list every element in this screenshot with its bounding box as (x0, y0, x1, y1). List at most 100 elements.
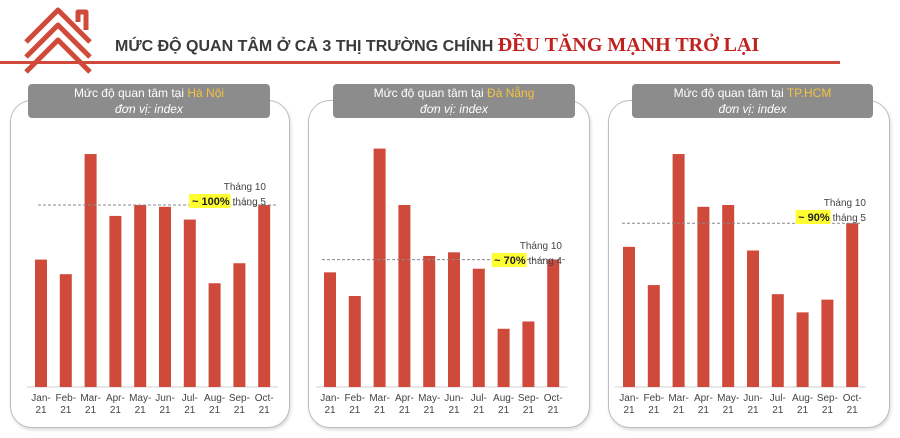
x-tick-label: Feb- (345, 393, 366, 404)
x-tick-label: 21 (259, 405, 271, 416)
x-tick-label: Feb- (644, 393, 665, 404)
x-tick-label: 21 (159, 405, 171, 416)
x-tick-label: 21 (399, 405, 411, 416)
bar-may-21 (134, 205, 147, 387)
x-tick-label: 21 (797, 405, 809, 416)
x-tick-label: 21 (747, 405, 759, 416)
x-tick-label: 21 (847, 405, 859, 416)
unit-label: đơn vị: index (115, 102, 183, 116)
bar-jul-21 (183, 219, 196, 387)
panel-header-danang: Mức độ quan tâm tại Đà Nẵng đơn vị: inde… (333, 84, 575, 118)
bar-oct-21 (258, 205, 271, 387)
bar-feb-21 (647, 285, 660, 387)
bar-aug-21 (796, 312, 809, 387)
title-highlight: ĐỀU TĂNG MẠNH TRỞ LẠI (497, 34, 760, 56)
annotation-highlight: ~ 90% (798, 212, 830, 224)
x-tick-label: 21 (184, 405, 196, 416)
x-tick-label: Mar- (80, 393, 101, 404)
bar-may-21 (722, 205, 735, 387)
annotation-suffix: tháng 4 (529, 256, 563, 267)
x-tick-label: 21 (822, 405, 834, 416)
x-tick-label: Aug- (204, 393, 225, 404)
x-tick-label: 21 (209, 405, 221, 416)
bar-aug-21 (497, 328, 510, 387)
x-tick-label: Mar- (668, 393, 689, 404)
bar-oct-21 (547, 259, 560, 387)
x-tick-label: 21 (35, 405, 47, 416)
x-tick-label: Oct- (843, 393, 862, 404)
x-tick-label: Apr- (694, 393, 713, 404)
x-tick-label: 21 (234, 405, 246, 416)
x-tick-label: Jun- (155, 393, 174, 404)
x-tick-label: 21 (110, 405, 122, 416)
x-tick-label: Oct- (544, 393, 563, 404)
x-tick-label: Apr- (106, 393, 125, 404)
x-tick-label: 21 (673, 405, 685, 416)
house-chevron-logo-icon (24, 7, 92, 74)
bar-jun-21 (747, 250, 759, 387)
bar-jun-21 (159, 206, 171, 387)
x-tick-label: 21 (85, 405, 97, 416)
city-name: Hà Nội (187, 86, 225, 100)
x-tick-label: Mar- (369, 393, 390, 404)
bar-sep-21 (522, 321, 535, 387)
x-tick-label: Jul- (471, 393, 487, 404)
x-tick-label: Jun- (444, 393, 463, 404)
x-tick-label: Jan- (320, 393, 339, 404)
x-tick-label: 21 (135, 405, 147, 416)
bar-apr-21 (398, 205, 411, 387)
bar-may-21 (423, 255, 436, 387)
bar-jan-21 (623, 246, 635, 387)
x-tick-label: Aug- (493, 393, 514, 404)
city-name: TP.HCM (786, 86, 832, 100)
panel-header-hanoi: Mức độ quan tâm tại Hà Nội đơn vị: index (28, 84, 270, 118)
annotation-month: Tháng 10 (824, 198, 867, 209)
annotation-month: Tháng 10 (224, 182, 267, 193)
panel-title: Mức độ quan tâm tại (373, 86, 484, 100)
bar-jul-21 (472, 268, 485, 387)
x-tick-label: Jun- (743, 393, 762, 404)
bar-apr-21 (697, 206, 710, 387)
bar-sep-21 (821, 299, 834, 387)
x-tick-label: Sep- (518, 393, 539, 404)
x-tick-label: Jul- (182, 393, 198, 404)
bar-aug-21 (208, 283, 221, 387)
panel-header-hcm: Mức độ quan tâm tại TP.HCM đơn vị: index (632, 84, 873, 118)
x-tick-label: 21 (448, 405, 460, 416)
city-name: Đà Nẵng (487, 86, 535, 100)
x-tick-label: Jan- (619, 393, 638, 404)
x-tick-label: 21 (523, 405, 535, 416)
x-tick-label: Feb- (56, 393, 77, 404)
x-tick-label: May- (717, 393, 739, 404)
bar-jan-21 (35, 259, 47, 387)
panel-title: Mức độ quan tâm tại (673, 86, 784, 100)
bar-oct-21 (846, 223, 859, 387)
x-tick-label: 21 (698, 405, 710, 416)
x-tick-label: 21 (723, 405, 735, 416)
annotation-suffix: tháng 5 (833, 213, 867, 224)
x-tick-label: 21 (374, 405, 386, 416)
x-tick-label: Oct- (255, 393, 274, 404)
x-tick-label: May- (418, 393, 440, 404)
bar-mar-21 (672, 154, 685, 387)
x-tick-label: 21 (498, 405, 510, 416)
bar-sep-21 (233, 263, 246, 387)
x-tick-label: Sep- (229, 393, 250, 404)
unit-label: đơn vị: index (718, 102, 787, 116)
bar-mar-21 (373, 148, 386, 387)
x-tick-label: 21 (548, 405, 560, 416)
bar-jan-21 (324, 272, 336, 387)
bar-jun-21 (448, 252, 460, 387)
annotation-highlight-bg (795, 210, 831, 224)
annotation-highlight: ~ 100% (192, 196, 230, 208)
x-tick-label: May- (129, 393, 151, 404)
bar-mar-21 (84, 154, 97, 387)
x-tick-label: Sep- (817, 393, 838, 404)
x-tick-label: Jul- (770, 393, 786, 404)
page-title: MỨC ĐỘ QUAN TÂM Ở CẢ 3 THỊ TRƯỜNG CHÍNH … (115, 34, 759, 57)
x-tick-label: 21 (772, 405, 784, 416)
x-tick-label: 21 (60, 405, 72, 416)
annotation-month: Tháng 10 (520, 241, 563, 252)
annotation-highlight-bg (491, 253, 527, 267)
